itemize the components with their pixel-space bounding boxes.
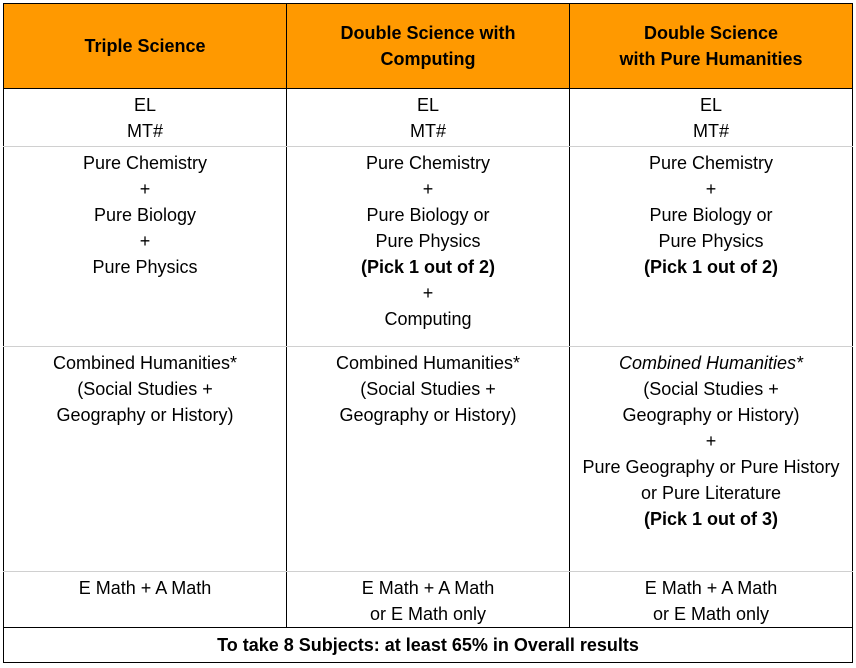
languages-cell-triple: EL MT# (3, 88, 287, 147)
mathematics-row: E Math + A Math E Math + A Math or E Mat… (3, 571, 853, 628)
languages-cell-humanities: EL MT# (569, 88, 853, 147)
sciences-cell-humanities: Pure Chemistry + Pure Biology or Pure Ph… (569, 146, 853, 347)
footer-requirement: To take 8 Subjects: at least 65% in Over… (3, 627, 853, 663)
footer-row: To take 8 Subjects: at least 65% in Over… (3, 627, 853, 663)
languages-row: EL MT# EL MT# EL MT# (3, 88, 853, 147)
humanities-cell-humanities: Combined Humanities* (Social Studies + G… (569, 346, 853, 572)
header-triple-science: Triple Science (3, 3, 287, 89)
mathematics-cell-triple: E Math + A Math (3, 571, 287, 628)
mathematics-cell-humanities: E Math + A Math or E Math only (569, 571, 853, 628)
mathematics-cell-computing: E Math + A Math or E Math only (286, 571, 570, 628)
humanities-row: Combined Humanities* (Social Studies + G… (3, 346, 853, 572)
sciences-cell-triple: Pure Chemistry + Pure Biology + Pure Phy… (3, 146, 287, 347)
languages-cell-computing: EL MT# (286, 88, 570, 147)
subject-combination-table: Triple Science Double Science with Compu… (3, 3, 853, 663)
header-double-science-computing: Double Science with Computing (286, 3, 570, 89)
humanities-cell-triple: Combined Humanities* (Social Studies + G… (3, 346, 287, 572)
sciences-cell-computing: Pure Chemistry + Pure Biology or Pure Ph… (286, 146, 570, 347)
header-double-science-pure-humanities: Double Science with Pure Humanities (569, 3, 853, 89)
sciences-row: Pure Chemistry + Pure Biology + Pure Phy… (3, 146, 853, 347)
header-row: Triple Science Double Science with Compu… (3, 3, 853, 89)
humanities-cell-computing: Combined Humanities* (Social Studies + G… (286, 346, 570, 572)
